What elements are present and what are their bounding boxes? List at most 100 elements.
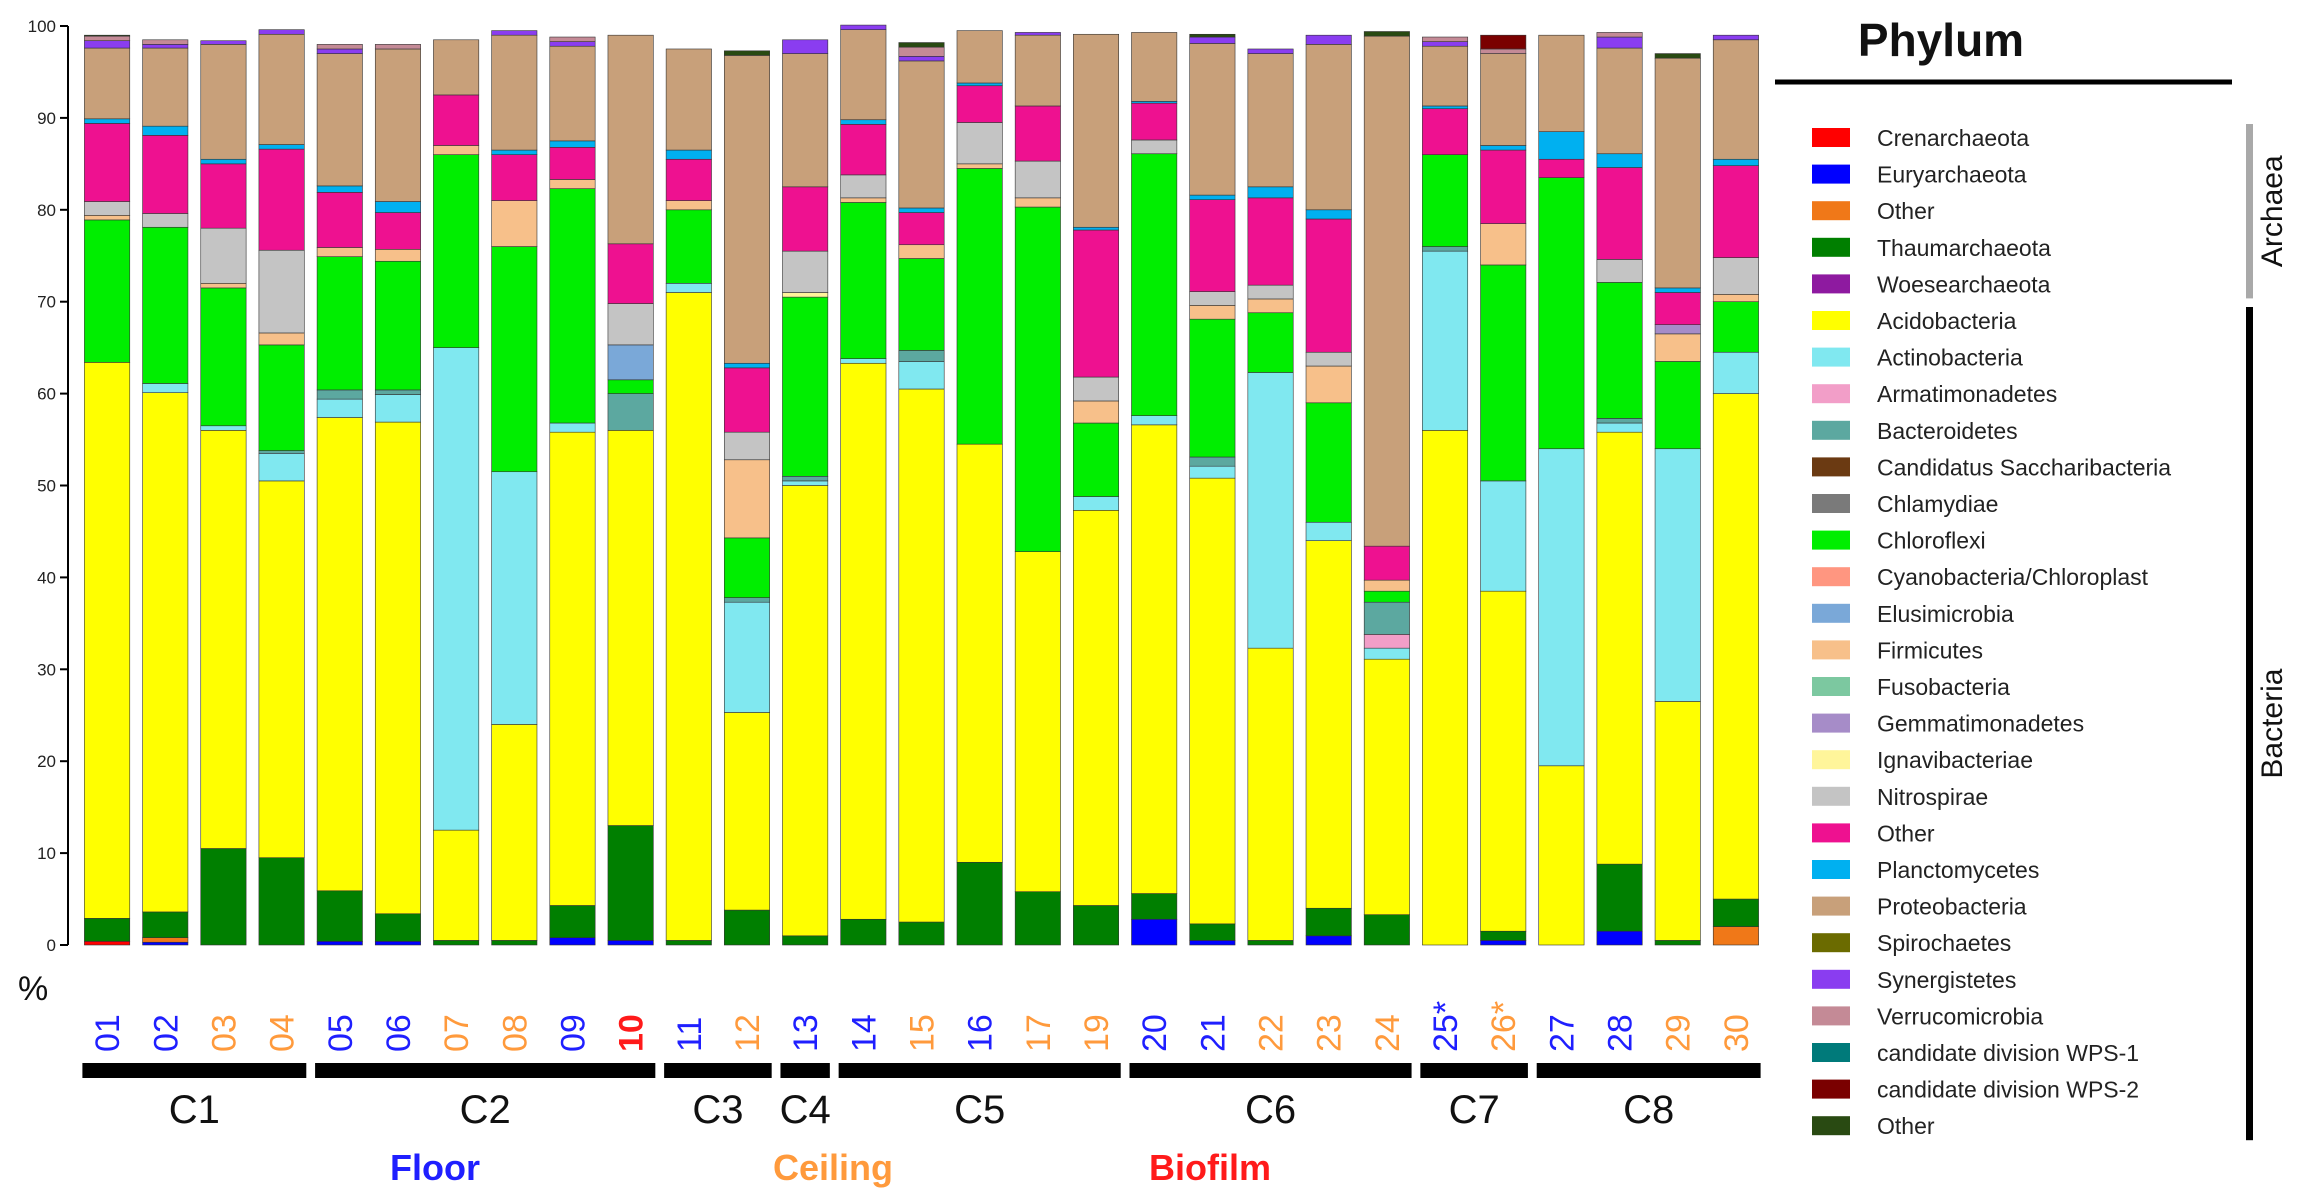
legend-swatch: [1812, 860, 1850, 879]
bar-segment: [1654, 361, 1701, 450]
bar-stack: [1654, 53, 1701, 946]
bar-segment: [782, 250, 829, 293]
bar-segment: [316, 389, 363, 400]
cluster-bar: [664, 1063, 772, 1078]
bar-segment: [1014, 160, 1061, 199]
bar-segment: [1189, 477, 1236, 925]
bar-stack: [1480, 34, 1527, 946]
bar-segment: [1247, 647, 1294, 941]
legend-swatch: [1812, 128, 1850, 147]
bar-stack: [200, 40, 247, 946]
bar-segment: [258, 344, 305, 451]
bar-segment: [1305, 521, 1352, 541]
bar-segment: [84, 918, 131, 942]
bar-segment: [84, 219, 131, 363]
legend-swatch: [1812, 713, 1850, 733]
bar-segment: [782, 476, 829, 482]
bar-segment: [840, 197, 887, 203]
bar-segment: [258, 450, 305, 454]
bar-segment: [142, 135, 189, 214]
bar-segment: [1363, 634, 1410, 649]
sample-label: 11: [671, 1017, 709, 1052]
bar-segment: [84, 35, 131, 42]
bar-segment: [84, 34, 131, 37]
bar-segment: [956, 861, 1003, 946]
bar-segment: [723, 362, 770, 369]
bar-segment: [84, 941, 131, 946]
bar-segment: [782, 39, 829, 54]
bar-segment: [1189, 318, 1236, 458]
bar-segment: [1247, 372, 1294, 649]
sample-label: 21: [1194, 1014, 1232, 1052]
bar-stack: [316, 44, 363, 946]
bar-segment: [1305, 351, 1352, 367]
bar-segment: [1305, 218, 1352, 353]
bar-segment: [142, 911, 189, 938]
legend-swatch: [1812, 1116, 1850, 1136]
cluster-label: C4: [780, 1088, 831, 1132]
sample-label: 14: [845, 1014, 883, 1052]
bar-segment: [607, 430, 654, 826]
sample-label: 07: [438, 1014, 476, 1052]
bar-segment: [491, 246, 538, 473]
bar-segment: [1247, 186, 1294, 199]
bar-segment: [1712, 39, 1759, 160]
bar-stack: [1363, 31, 1410, 946]
bar-segment: [1654, 324, 1701, 335]
legend-entry: Verrucomicrobia: [1877, 1003, 2043, 1029]
bar-segment: [840, 174, 887, 199]
bar-segment: [1363, 590, 1410, 603]
bar-segment: [491, 154, 538, 201]
bar-stack: [1538, 34, 1585, 946]
legend-entry: candidate division WPS-1: [1877, 1040, 2139, 1066]
bar-stack: [1189, 33, 1236, 946]
domain-bracket: [2246, 124, 2253, 299]
bar-segment: [1422, 430, 1469, 946]
legend-entry: Firmicutes: [1877, 637, 1983, 663]
legend-swatch: [1812, 237, 1850, 257]
bar-segment: [898, 56, 945, 62]
sample-label: 16: [962, 1014, 1000, 1052]
cluster-bar: [82, 1063, 307, 1078]
bar-stack: [1014, 32, 1061, 946]
bar-segment: [142, 941, 189, 946]
cluster-bar: [780, 1063, 830, 1078]
bar-segment: [1538, 131, 1585, 160]
sample-label: 06: [380, 1014, 418, 1052]
bar-segment: [374, 389, 421, 395]
bar-segment: [1480, 53, 1527, 146]
bar-segment: [840, 358, 887, 364]
y-tick-label: 0: [47, 936, 56, 955]
bar-segment: [1480, 940, 1527, 946]
bar-segment: [549, 422, 596, 433]
legend-swatch: [1812, 384, 1850, 404]
legend-swatch: [1812, 1079, 1850, 1099]
bar-segment: [723, 909, 770, 946]
bar-segment: [840, 119, 887, 125]
bar-segment: [1654, 940, 1701, 946]
legend-entry: Elusimicrobia: [1877, 601, 2014, 627]
bar-segment: [1654, 287, 1701, 293]
legend-entry: Acidobacteria: [1877, 308, 2017, 334]
bar-segment: [1480, 480, 1527, 592]
bar-segment: [84, 40, 131, 49]
bar-segment: [1712, 351, 1759, 394]
bar-segment: [1422, 105, 1469, 110]
bar-segment: [258, 33, 305, 145]
legend-entry: Other: [1877, 820, 1935, 846]
bar-segment: [84, 47, 131, 120]
bar-segment: [782, 485, 829, 937]
bar-segment: [1712, 294, 1759, 302]
legend-entry: Other: [1877, 198, 1935, 224]
legend-swatch: [1812, 420, 1850, 440]
legend-entry: Other: [1877, 1113, 1935, 1139]
bar-segment: [1712, 165, 1759, 258]
bar-segment: [1596, 153, 1643, 168]
legend-entry: Proteobacteria: [1877, 894, 2027, 920]
bar-segment: [723, 601, 770, 713]
sample-label: 23: [1311, 1014, 1349, 1052]
sample-label: 19: [1078, 1014, 1116, 1052]
sample-label: 20: [1136, 1014, 1174, 1052]
bar-segment: [607, 825, 654, 941]
bar-segment: [898, 244, 945, 259]
